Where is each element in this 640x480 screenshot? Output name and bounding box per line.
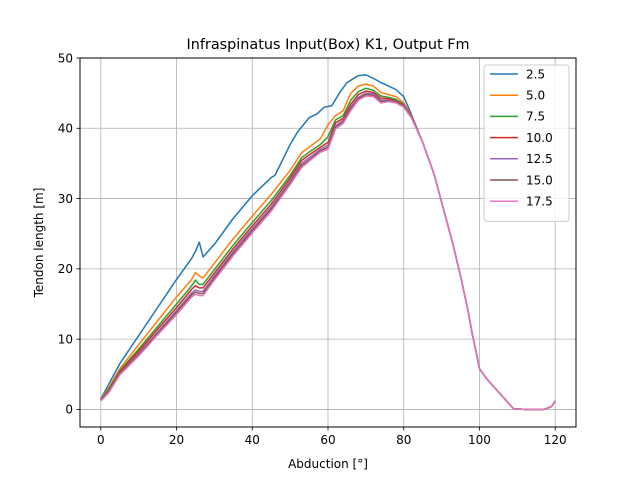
series-lines — [100, 74, 556, 411]
y-tick-label: 30 — [58, 192, 73, 206]
legend-label: 2.5 — [526, 67, 545, 81]
x-tick-label: 0 — [97, 433, 105, 447]
y-tick-label: 50 — [58, 51, 73, 65]
y-tick-label: 40 — [58, 122, 73, 136]
x-axis-label: Abduction [°] — [288, 457, 368, 471]
chart-title: Infraspinatus Input(Box) K1, Output Fm — [187, 37, 470, 53]
legend-label: 17.5 — [526, 195, 553, 209]
x-tick-label: 120 — [544, 433, 567, 447]
y-axis: 0 10 20 30 40 50 — [58, 51, 80, 417]
legend-label: 15.0 — [526, 173, 553, 187]
legend-label: 10.0 — [526, 131, 553, 145]
legend-label: 7.5 — [526, 110, 545, 124]
x-tick-label: 100 — [468, 433, 491, 447]
y-tick-label: 0 — [65, 403, 73, 417]
x-tick-label: 40 — [245, 433, 260, 447]
y-tick-label: 20 — [58, 262, 73, 276]
legend-box — [483, 64, 570, 222]
y-axis-label: Tendon length [m] — [32, 188, 46, 299]
x-tick-label: 80 — [396, 433, 411, 447]
legend-label: 5.0 — [526, 89, 545, 103]
legend: 2.5 5.0 7.5 10.0 12.5 15.0 17.5 — [483, 64, 570, 222]
series-line-17.5 — [100, 95, 556, 411]
x-tick-label: 20 — [169, 433, 184, 447]
y-tick-label: 10 — [58, 332, 73, 346]
x-axis: 0 20 40 60 80 100 120 — [97, 427, 567, 447]
x-tick-label: 60 — [320, 433, 335, 447]
legend-label: 12.5 — [526, 152, 553, 166]
